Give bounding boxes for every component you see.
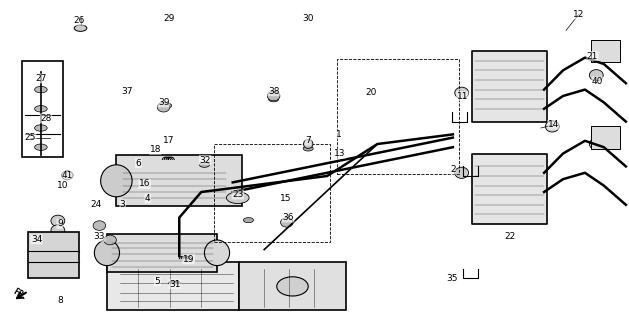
Bar <box>116 155 242 206</box>
Text: 24: 24 <box>90 200 101 209</box>
Text: FR.: FR. <box>11 287 29 302</box>
Text: 12: 12 <box>573 10 584 19</box>
Ellipse shape <box>589 70 603 81</box>
Text: 28: 28 <box>40 114 52 123</box>
Text: 41: 41 <box>62 171 73 180</box>
Text: 22: 22 <box>504 232 515 241</box>
Text: 40: 40 <box>592 77 603 86</box>
Ellipse shape <box>51 215 65 227</box>
Text: 10: 10 <box>57 181 69 190</box>
Text: 29: 29 <box>163 14 174 23</box>
Ellipse shape <box>101 165 132 197</box>
Text: 14: 14 <box>548 120 559 129</box>
Text: 17: 17 <box>163 136 174 145</box>
Ellipse shape <box>281 218 293 227</box>
Ellipse shape <box>545 121 559 132</box>
Ellipse shape <box>204 240 230 266</box>
Text: 16: 16 <box>139 180 150 188</box>
Bar <box>214 144 330 242</box>
Circle shape <box>303 146 313 151</box>
Ellipse shape <box>151 157 208 205</box>
Circle shape <box>226 192 249 204</box>
Circle shape <box>162 103 172 108</box>
Polygon shape <box>107 262 239 310</box>
Text: 18: 18 <box>150 145 161 154</box>
Text: 27: 27 <box>35 74 47 83</box>
Ellipse shape <box>267 91 280 101</box>
Circle shape <box>74 25 87 31</box>
Text: 31: 31 <box>169 280 181 289</box>
Text: 21: 21 <box>587 52 598 60</box>
Text: 8: 8 <box>57 296 63 305</box>
Text: 11: 11 <box>457 92 468 100</box>
Text: 37: 37 <box>121 87 133 96</box>
Text: 1: 1 <box>335 130 342 139</box>
Bar <box>591 40 620 62</box>
Text: 2: 2 <box>450 165 455 174</box>
Ellipse shape <box>589 139 603 150</box>
Polygon shape <box>239 262 346 310</box>
Text: 7: 7 <box>305 136 311 145</box>
Text: 13: 13 <box>334 149 345 158</box>
Circle shape <box>243 218 253 223</box>
Text: 38: 38 <box>268 87 279 96</box>
Bar <box>591 126 620 149</box>
Text: 39: 39 <box>158 98 169 107</box>
Bar <box>22 61 63 157</box>
Bar <box>472 51 547 122</box>
Ellipse shape <box>455 87 469 99</box>
Ellipse shape <box>93 221 106 230</box>
Circle shape <box>199 162 209 167</box>
Text: 15: 15 <box>281 194 292 203</box>
Text: 36: 36 <box>282 213 294 222</box>
Ellipse shape <box>51 225 65 236</box>
Bar <box>107 234 217 272</box>
Circle shape <box>269 97 279 102</box>
Text: 25: 25 <box>25 133 36 142</box>
Ellipse shape <box>62 171 73 180</box>
Ellipse shape <box>455 167 469 179</box>
Circle shape <box>35 125 47 131</box>
Bar <box>472 154 547 224</box>
Text: 5: 5 <box>154 277 160 286</box>
Ellipse shape <box>104 235 116 245</box>
Text: 4: 4 <box>145 194 150 203</box>
Bar <box>337 59 459 174</box>
Ellipse shape <box>94 240 120 266</box>
Ellipse shape <box>157 102 170 112</box>
Text: 30: 30 <box>303 14 314 23</box>
Circle shape <box>35 106 47 112</box>
Bar <box>28 232 79 278</box>
Text: 34: 34 <box>31 235 42 244</box>
Text: 33: 33 <box>94 232 105 241</box>
Ellipse shape <box>277 277 308 296</box>
Text: 35: 35 <box>446 274 457 283</box>
Ellipse shape <box>303 140 313 148</box>
Circle shape <box>35 144 47 150</box>
Text: 9: 9 <box>57 220 63 228</box>
Text: 26: 26 <box>73 16 84 25</box>
Circle shape <box>35 86 47 93</box>
Text: 20: 20 <box>365 88 377 97</box>
Text: 3: 3 <box>120 200 126 209</box>
Text: 6: 6 <box>135 159 142 168</box>
Text: 19: 19 <box>183 255 194 264</box>
Text: 23: 23 <box>232 190 243 199</box>
Text: 32: 32 <box>199 156 211 164</box>
